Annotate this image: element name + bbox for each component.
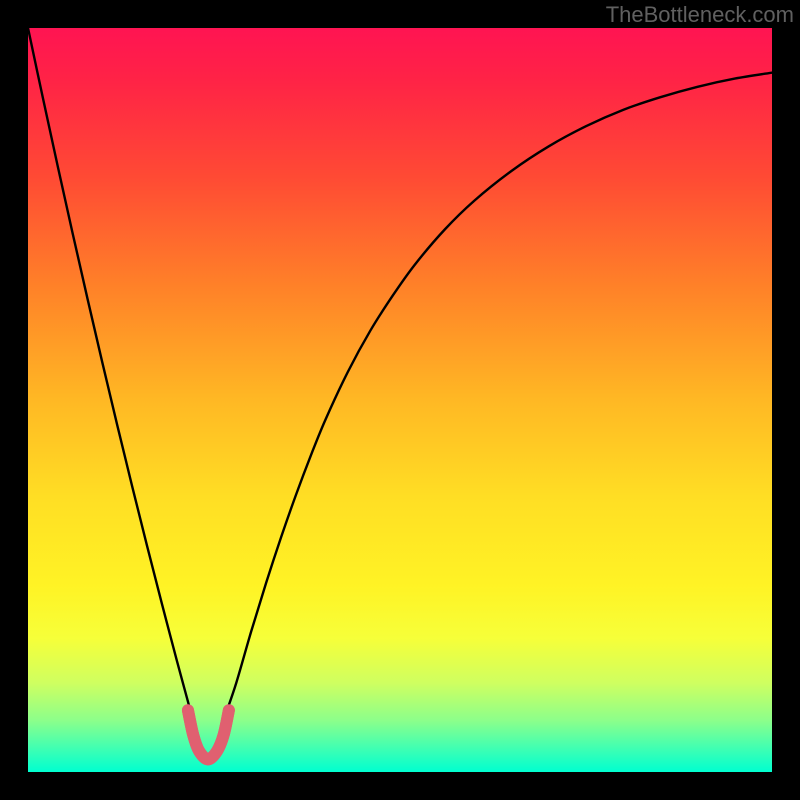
chart-background (28, 28, 772, 772)
chart-svg (28, 28, 772, 772)
bottleneck-chart (28, 28, 772, 772)
watermark-text: TheBottleneck.com (606, 2, 794, 28)
chart-frame: { "meta": { "watermark": "TheBottleneck.… (0, 0, 800, 800)
